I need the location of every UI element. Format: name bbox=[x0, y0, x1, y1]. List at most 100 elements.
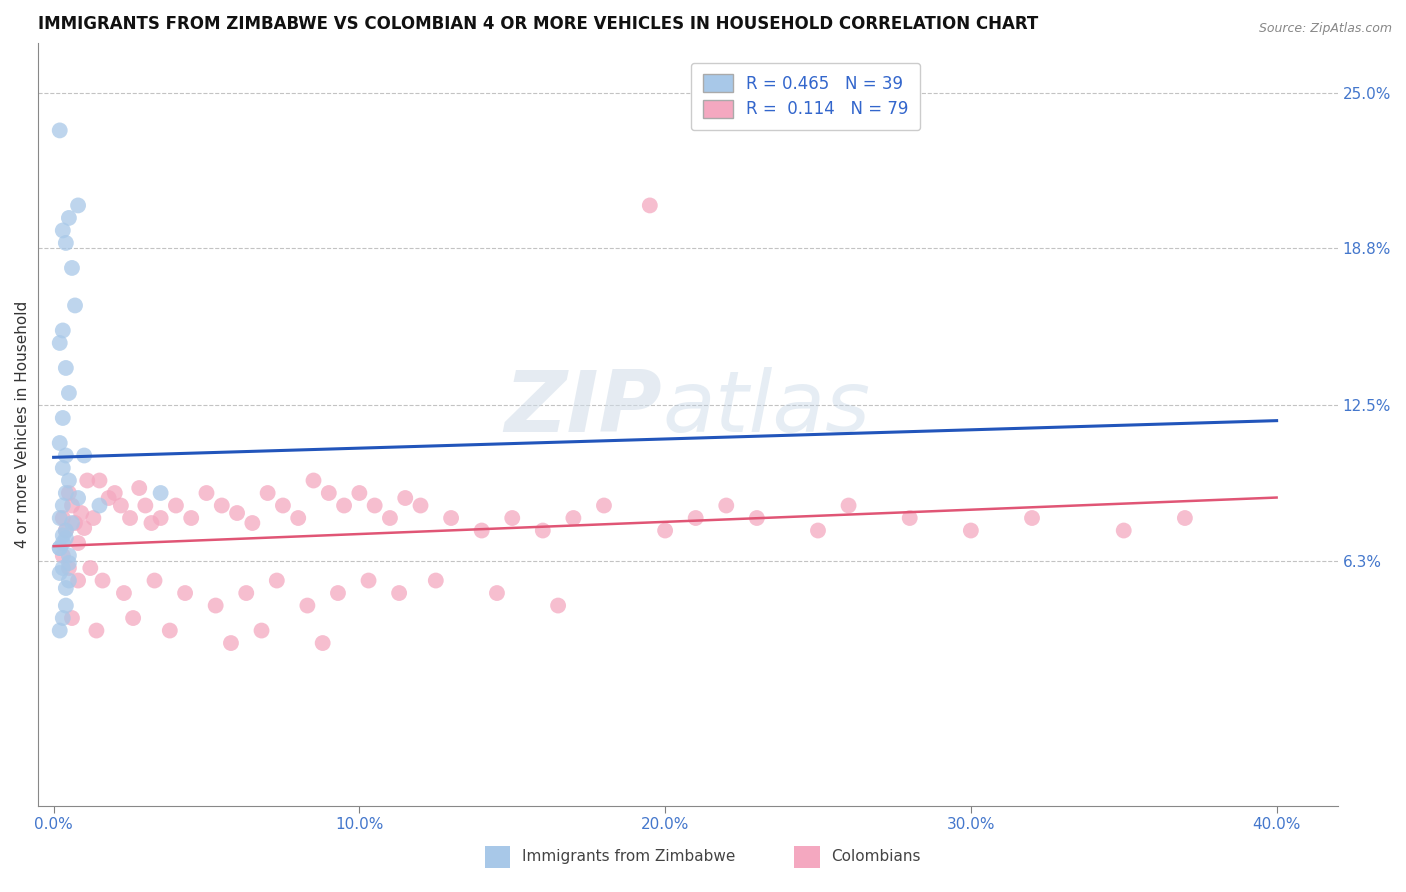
Point bbox=[70, 506, 93, 520]
Point bbox=[211, 499, 233, 513]
Point bbox=[55, 235, 77, 250]
Point bbox=[654, 524, 676, 538]
Point bbox=[58, 549, 80, 563]
Point bbox=[256, 486, 278, 500]
Point bbox=[110, 499, 132, 513]
Point bbox=[48, 566, 70, 580]
Point bbox=[250, 624, 273, 638]
Point bbox=[149, 511, 172, 525]
FancyBboxPatch shape bbox=[794, 846, 820, 868]
Legend: R = 0.465   N = 39, R =  0.114   N = 79: R = 0.465 N = 39, R = 0.114 N = 79 bbox=[692, 62, 920, 130]
Point bbox=[638, 198, 661, 212]
Point bbox=[48, 436, 70, 450]
Point bbox=[531, 524, 554, 538]
Point bbox=[593, 499, 616, 513]
Point bbox=[79, 561, 101, 575]
Text: ZIP: ZIP bbox=[505, 368, 662, 450]
Point bbox=[297, 599, 319, 613]
Point bbox=[898, 511, 921, 525]
Point bbox=[52, 223, 75, 237]
Point bbox=[112, 586, 135, 600]
Point bbox=[333, 499, 356, 513]
Point bbox=[807, 524, 830, 538]
Point bbox=[55, 524, 77, 538]
Point bbox=[562, 511, 585, 525]
Text: Colombians: Colombians bbox=[831, 849, 921, 864]
Point bbox=[89, 474, 111, 488]
Point bbox=[67, 536, 90, 550]
Point bbox=[838, 499, 860, 513]
Point bbox=[60, 611, 83, 625]
Point bbox=[388, 586, 411, 600]
Point bbox=[48, 123, 70, 137]
Point bbox=[63, 298, 86, 312]
Point bbox=[58, 474, 80, 488]
Point bbox=[1174, 511, 1197, 525]
Point bbox=[58, 556, 80, 570]
Point bbox=[86, 624, 108, 638]
Point bbox=[226, 506, 249, 520]
Point bbox=[63, 516, 86, 530]
Text: Immigrants from Zimbabwe: Immigrants from Zimbabwe bbox=[522, 849, 735, 864]
Point bbox=[52, 511, 75, 525]
Point bbox=[58, 386, 80, 401]
Point bbox=[120, 511, 142, 525]
Y-axis label: 4 or more Vehicles in Household: 4 or more Vehicles in Household bbox=[15, 301, 30, 548]
Point bbox=[52, 499, 75, 513]
Point bbox=[82, 511, 104, 525]
Point bbox=[67, 198, 90, 212]
Point bbox=[716, 499, 738, 513]
Point bbox=[378, 511, 401, 525]
Point bbox=[235, 586, 257, 600]
Point bbox=[55, 361, 77, 376]
Point bbox=[287, 511, 309, 525]
Point bbox=[73, 449, 96, 463]
Point bbox=[55, 531, 77, 545]
Point bbox=[165, 499, 187, 513]
Point bbox=[60, 260, 83, 275]
Point bbox=[547, 599, 569, 613]
Point bbox=[55, 449, 77, 463]
Point bbox=[302, 474, 325, 488]
Point bbox=[52, 528, 75, 542]
Point bbox=[318, 486, 340, 500]
Point bbox=[52, 561, 75, 575]
Text: Source: ZipAtlas.com: Source: ZipAtlas.com bbox=[1258, 22, 1392, 36]
Point bbox=[240, 516, 263, 530]
Point bbox=[745, 511, 768, 525]
Point bbox=[143, 574, 166, 588]
Point bbox=[425, 574, 447, 588]
Point bbox=[97, 491, 120, 505]
Point bbox=[91, 574, 114, 588]
Point bbox=[204, 599, 226, 613]
Text: atlas: atlas bbox=[662, 368, 870, 450]
Point bbox=[55, 486, 77, 500]
Point bbox=[58, 574, 80, 588]
Point bbox=[685, 511, 707, 525]
Point bbox=[149, 486, 172, 500]
Point bbox=[52, 323, 75, 337]
Point bbox=[48, 541, 70, 555]
Point bbox=[409, 499, 432, 513]
Point bbox=[141, 516, 163, 530]
Point bbox=[67, 574, 90, 588]
Point bbox=[55, 524, 77, 538]
Point bbox=[48, 335, 70, 350]
Point bbox=[73, 521, 96, 535]
Point bbox=[363, 499, 385, 513]
Point bbox=[48, 541, 70, 555]
Point bbox=[357, 574, 380, 588]
Point bbox=[58, 211, 80, 225]
Point bbox=[195, 486, 218, 500]
Point bbox=[76, 474, 98, 488]
Point bbox=[58, 486, 80, 500]
Point bbox=[52, 461, 75, 475]
Point bbox=[1021, 511, 1043, 525]
Point bbox=[55, 581, 77, 595]
Point bbox=[60, 499, 83, 513]
Point bbox=[48, 624, 70, 638]
Point bbox=[326, 586, 349, 600]
Point bbox=[128, 481, 150, 495]
Point bbox=[52, 536, 75, 550]
Point bbox=[960, 524, 983, 538]
